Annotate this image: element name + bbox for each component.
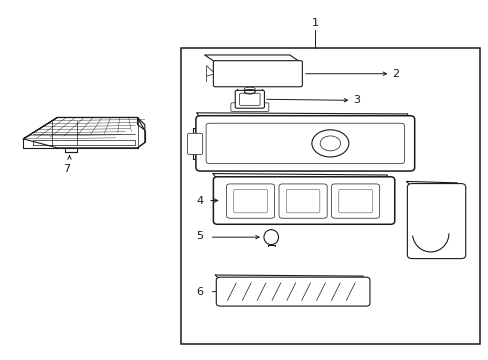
Text: 4: 4 — [196, 195, 203, 206]
FancyBboxPatch shape — [331, 184, 379, 218]
Text: 1: 1 — [311, 18, 318, 28]
FancyBboxPatch shape — [216, 277, 369, 306]
Text: 6: 6 — [196, 287, 203, 297]
FancyBboxPatch shape — [213, 61, 302, 87]
Text: 3: 3 — [352, 95, 359, 105]
FancyBboxPatch shape — [230, 103, 268, 111]
Bar — [181, 48, 479, 344]
Text: 2: 2 — [391, 69, 398, 79]
Text: 5: 5 — [196, 231, 203, 242]
FancyBboxPatch shape — [407, 184, 465, 258]
FancyBboxPatch shape — [226, 184, 274, 218]
Text: 7: 7 — [63, 164, 70, 174]
FancyBboxPatch shape — [196, 116, 414, 171]
FancyBboxPatch shape — [213, 177, 394, 224]
FancyBboxPatch shape — [235, 90, 264, 108]
FancyBboxPatch shape — [187, 133, 202, 154]
FancyBboxPatch shape — [279, 184, 326, 218]
